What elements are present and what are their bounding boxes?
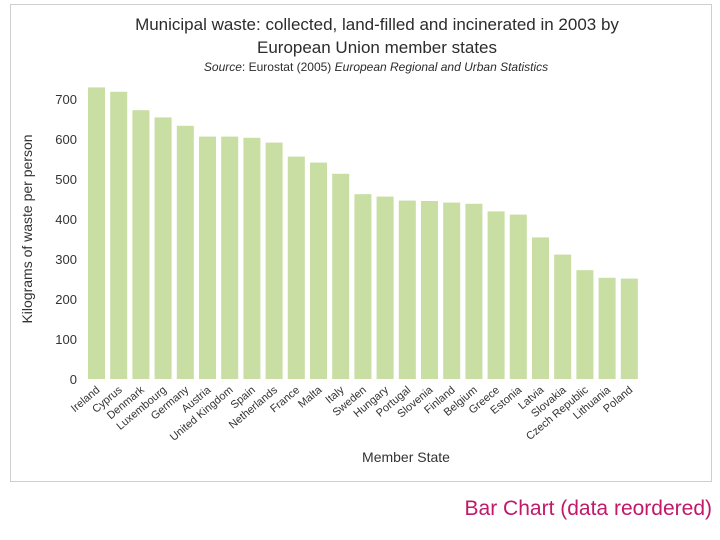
y-axis-label: Kilograms of waste per person xyxy=(19,134,35,323)
x-axis-categories: IrelandCyprusDenmarkLuxembourgGermanyAus… xyxy=(69,384,635,444)
chart-title-line-1: Municipal waste: collected, land-filled … xyxy=(135,15,619,34)
y-tick-700: 700 xyxy=(55,92,77,107)
source-prefix: Source xyxy=(203,60,242,74)
bar-spain xyxy=(243,137,261,379)
y-tick-200: 200 xyxy=(55,292,77,307)
footer-label: Bar Chart (data reordered) xyxy=(464,497,712,520)
x-tick-malta: Malta xyxy=(296,384,325,411)
y-tick-400: 400 xyxy=(55,212,77,227)
bar-denmark xyxy=(132,110,150,379)
y-tick-500: 500 xyxy=(55,172,77,187)
bar-chart: 0 100 200 300 400 500 600 700 IrelandCyprusDenm… xyxy=(19,87,638,465)
chart-source: Source: Eurostat (2005) European Regiona… xyxy=(11,60,720,74)
bar-germany xyxy=(176,125,194,379)
bar-cyprus xyxy=(110,91,128,380)
bar-czech-republic xyxy=(576,270,594,379)
bar-luxembourg xyxy=(154,117,172,380)
bar-poland xyxy=(620,278,638,379)
bar-france xyxy=(287,156,305,379)
bar-ireland xyxy=(88,87,105,380)
bar-latvia xyxy=(532,237,549,379)
bar-slovenia xyxy=(421,201,438,379)
y-tick-100: 100 xyxy=(55,332,77,347)
bar-slovakia xyxy=(554,254,572,379)
y-tick-0: 0 xyxy=(70,372,77,387)
bar-greece xyxy=(487,211,505,379)
bar-estonia xyxy=(509,214,527,379)
y-tick-300: 300 xyxy=(55,252,77,267)
bar-hungary xyxy=(376,196,394,379)
bar-sweden xyxy=(354,194,372,379)
source-middle: : Eurostat (2005) xyxy=(241,60,335,74)
y-tick-600: 600 xyxy=(55,132,77,147)
bars xyxy=(88,87,638,380)
bar-belgium xyxy=(465,203,483,379)
bar-finland xyxy=(443,202,461,379)
bar-malta xyxy=(310,162,327,379)
source-publication: European Regional and Urban Statistics xyxy=(334,60,549,74)
x-axis-label: Member State xyxy=(362,449,450,465)
bar-portugal xyxy=(398,200,416,379)
bar-lithuania xyxy=(598,277,616,379)
bar-united-kingdom xyxy=(221,136,239,379)
bar-italy xyxy=(332,173,350,379)
bar-austria xyxy=(199,136,216,379)
y-axis-ticks: 0 100 200 300 400 500 600 700 xyxy=(55,92,77,387)
chart-title-line-2: European Union member states xyxy=(256,38,498,57)
chart-panel: Municipal waste: collected, land-filled … xyxy=(10,4,712,482)
bar-netherlands xyxy=(265,142,283,379)
